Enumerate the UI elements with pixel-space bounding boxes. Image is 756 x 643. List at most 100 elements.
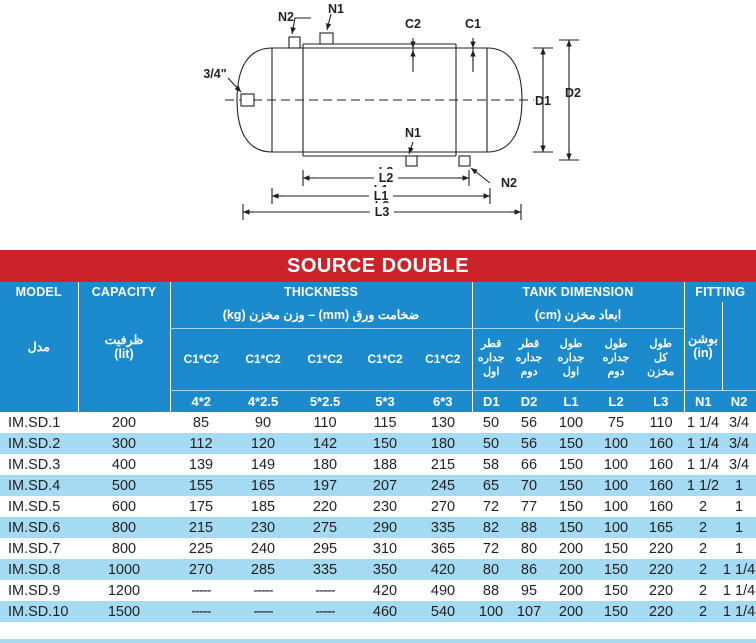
descriptor-d2-fa-l3: دوم xyxy=(520,365,538,378)
cell-l1: 150 xyxy=(548,454,594,475)
cell-4x2: 225 xyxy=(170,538,232,559)
bottom-strip xyxy=(0,639,756,643)
descriptor-thickness-63: C1*C2 xyxy=(414,328,472,390)
group-header-capacity: CAPACITY xyxy=(77,282,170,302)
cell-l2: 150 xyxy=(594,538,638,559)
cell-4x2: 175 xyxy=(170,496,232,517)
cell-model: IM.SD.4 xyxy=(0,475,78,496)
cell-capacity: 800 xyxy=(78,538,170,559)
cell-n2: 1 1/4 xyxy=(722,601,756,622)
cell-4x2: 139 xyxy=(170,454,232,475)
cell-d2: 80 xyxy=(510,538,548,559)
cell-l2: 150 xyxy=(594,580,638,601)
cell-d2: 56 xyxy=(510,412,548,433)
spec-table-container: SOURCE DOUBLE MODEL CAPACITY THICKNESS T… xyxy=(0,250,756,622)
descriptor-l2-fa-l2: جداره xyxy=(602,352,630,365)
descriptor-l1-fa-l3: اول xyxy=(562,365,580,378)
cell-l3: 220 xyxy=(638,538,684,559)
table-title-row: SOURCE DOUBLE xyxy=(0,250,756,282)
cell-d1: 50 xyxy=(472,433,510,454)
code-n1: N1 xyxy=(683,389,722,412)
code-model xyxy=(0,390,78,412)
label-n2-bottom: N2 xyxy=(501,176,517,190)
cell-l1: 150 xyxy=(548,433,594,454)
cell-d2: 107 xyxy=(510,601,548,622)
cell-l1: 200 xyxy=(548,580,594,601)
group-header-tank-dimension: TANK DIMENSION xyxy=(471,282,684,302)
cell-l2: 100 xyxy=(594,496,638,517)
cell-l1: 150 xyxy=(548,496,594,517)
cell-l1: 200 xyxy=(548,538,594,559)
cell-n2: 3/4 xyxy=(722,433,756,454)
label-n1-top: N1 xyxy=(328,2,344,16)
cell-d2: 77 xyxy=(510,496,548,517)
cell-n1: 1 1/4 xyxy=(684,412,722,433)
cell-capacity: 1000 xyxy=(78,559,170,580)
cell-capacity: 1200 xyxy=(78,580,170,601)
descriptor-fitting-fa: بوشن (in) xyxy=(683,302,722,390)
cell-4x2.5: 285 xyxy=(232,559,294,580)
cell-4x2: 85 xyxy=(170,412,232,433)
group-header-fitting: FITTING xyxy=(683,282,756,302)
cell-l3: 220 xyxy=(638,601,684,622)
descriptor-l1-fa: طول جداره اول xyxy=(548,328,594,390)
cell-d1: 65 xyxy=(472,475,510,496)
code-thickness-525: 5*2.5 xyxy=(294,389,356,412)
code-thickness-42: 4*2 xyxy=(169,389,232,412)
cell-l2: 100 xyxy=(594,433,638,454)
cell-l3: 220 xyxy=(638,580,684,601)
unit-band-row: مدل ظرفیت (lit) ضخامت ورق (mm) – وزن مخز… xyxy=(0,302,756,390)
cell-6x3: 180 xyxy=(414,433,472,454)
code-d1: D1 xyxy=(471,389,510,412)
cell-6x3: 130 xyxy=(414,412,472,433)
cell-n2: 1 xyxy=(722,517,756,538)
group-header-thickness: THICKNESS xyxy=(169,282,472,302)
cell-6x3: 215 xyxy=(414,454,472,475)
cell-5x2.5: 275 xyxy=(294,517,356,538)
cell-5x2.5: ----- xyxy=(294,580,356,601)
nozzle-n2-top xyxy=(288,36,301,49)
cell-5x2.5: 335 xyxy=(294,559,356,580)
descriptor-l1-fa-l2: جداره xyxy=(557,352,585,365)
cell-d2: 95 xyxy=(510,580,548,601)
nozzle-n2-bottom xyxy=(458,155,471,167)
cell-5x3: 310 xyxy=(356,538,414,559)
label-d2: D2 xyxy=(565,86,581,100)
code-d2: D2 xyxy=(510,389,548,412)
cell-4x2.5: 120 xyxy=(232,433,294,454)
descriptor-l2-fa-l3: دوم xyxy=(607,365,625,378)
code-thickness-63: 6*3 xyxy=(414,389,472,412)
cell-capacity: 300 xyxy=(78,433,170,454)
cell-4x2.5: 149 xyxy=(232,454,294,475)
cell-l3: 160 xyxy=(638,475,684,496)
cell-6x3: 420 xyxy=(414,559,472,580)
cell-d2: 70 xyxy=(510,475,548,496)
unit-thickness-fa: ضخامت ورق (mm) – وزن مخزن (kg) xyxy=(169,302,472,329)
cell-4x2: 270 xyxy=(170,559,232,580)
cell-6x3: 490 xyxy=(414,580,472,601)
cell-n1: 2 xyxy=(684,496,722,517)
cell-l1: 100 xyxy=(548,412,594,433)
descriptor-model-fa: مدل xyxy=(0,302,78,390)
cell-n2: 1 xyxy=(722,538,756,559)
cell-l2: 100 xyxy=(594,454,638,475)
label-l2-text: L2 xyxy=(379,171,394,185)
descriptor-l2-fa-l1: طول xyxy=(604,338,628,351)
cell-6x3: 335 xyxy=(414,517,472,538)
cell-4x2: 215 xyxy=(170,517,232,538)
cell-5x2.5: 142 xyxy=(294,433,356,454)
cell-l1: 150 xyxy=(548,475,594,496)
nozzle-n1-bottom xyxy=(405,155,418,167)
table-row: IM.SD.9 1200 ----- ----- ----- 420 490 88 95 200 1… xyxy=(0,580,756,601)
cell-n2: 3/4 xyxy=(722,412,756,433)
cell-d1: 100 xyxy=(472,601,510,622)
cell-capacity: 600 xyxy=(78,496,170,517)
descriptor-thickness-42: C1*C2 xyxy=(169,328,232,390)
cell-model: IM.SD.9 xyxy=(0,580,78,601)
descriptor-l3-fa: طول کل مخزن xyxy=(638,328,684,390)
cell-n1: 2 xyxy=(684,517,722,538)
cell-n2: 1 xyxy=(722,496,756,517)
label-d1: D1 xyxy=(535,94,551,108)
descriptor-thickness-425: C1*C2 xyxy=(232,328,294,390)
cell-d1: 88 xyxy=(472,580,510,601)
